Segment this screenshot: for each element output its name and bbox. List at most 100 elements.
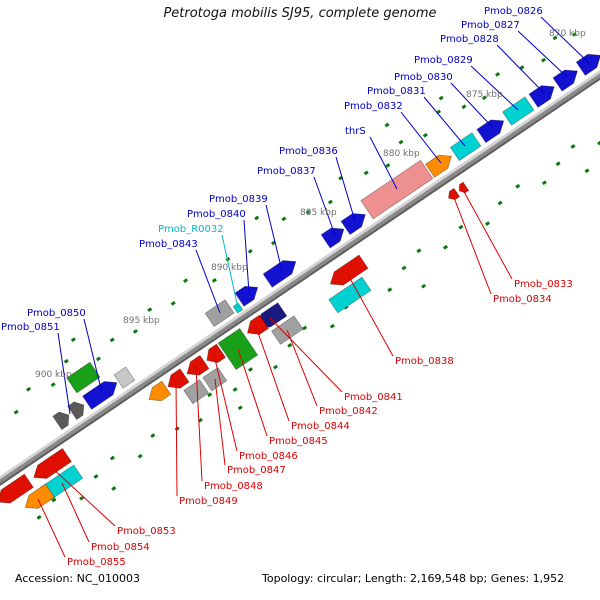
scale-label: 895 kbp [123, 316, 160, 326]
gene-arrow[interactable] [21, 483, 55, 514]
gene-label[interactable]: Pmob_0842 [319, 406, 378, 417]
gene-label[interactable]: Pmob_0831 [367, 86, 426, 97]
leader-line [286, 329, 318, 407]
scale-label: 870 kbp [549, 29, 586, 39]
gene-label[interactable]: Pmob_0826 [484, 6, 543, 17]
leader-line [57, 332, 71, 415]
gene-arrow[interactable] [0, 473, 34, 509]
gene-label[interactable]: Pmob_0828 [440, 34, 499, 45]
gene-label[interactable]: Pmob_0841 [344, 392, 403, 403]
gene-arrow[interactable] [328, 276, 372, 314]
feature-tick [515, 183, 521, 189]
gene-arrow[interactable] [67, 398, 89, 420]
feature-tick [207, 392, 213, 398]
leader-line [517, 30, 568, 78]
gene-arrow[interactable] [183, 379, 210, 405]
gene-label[interactable]: Pmob_0845 [269, 436, 328, 447]
gene-label[interactable]: Pmob_0854 [91, 542, 150, 553]
gene-arrow[interactable] [502, 96, 535, 126]
leader-line [470, 65, 519, 111]
gene-arrow[interactable] [29, 447, 72, 484]
feature-tick [13, 409, 19, 415]
feature-tick [305, 209, 311, 215]
gene-label[interactable]: Pmob_0838 [395, 356, 454, 367]
gene-arrow[interactable] [575, 49, 600, 76]
gene-label[interactable]: Pmob_0843 [139, 239, 198, 250]
leader-line [37, 498, 66, 558]
feature-tick [111, 486, 117, 491]
gene-arrow[interactable] [202, 343, 227, 367]
gene-label[interactable]: Pmob_0848 [204, 481, 263, 492]
gene-label[interactable]: Pmob_0853 [117, 526, 176, 537]
gene-label[interactable]: Pmob_0850 [27, 308, 86, 319]
gene-arrow[interactable] [326, 254, 369, 291]
gene-label[interactable]: Pmob_0830 [394, 72, 453, 83]
gene-arrow[interactable] [243, 314, 270, 339]
gene-arrow[interactable] [456, 181, 470, 195]
gene-label[interactable]: Pmob_0847 [227, 465, 286, 476]
gene-arrow[interactable] [113, 366, 136, 389]
feature-tick [385, 163, 391, 168]
gene-arrow[interactable] [144, 380, 172, 406]
feature-tick [421, 283, 427, 289]
feature-tick [93, 474, 99, 479]
gene-label[interactable]: Pmob_0829 [414, 55, 473, 66]
leader-line [452, 194, 492, 295]
feature-tick [584, 168, 590, 174]
leader-line [369, 136, 398, 190]
feature-tick [183, 278, 189, 283]
gene-label[interactable]: Pmob_0851 [1, 322, 60, 333]
feature-tick [137, 453, 143, 459]
leader-line [213, 354, 238, 452]
gene-label[interactable]: Pmob_0855 [67, 557, 126, 568]
feature-tick [461, 104, 467, 110]
gene-arrow[interactable] [66, 361, 101, 394]
gene-label[interactable]: Pmob_0827 [461, 20, 520, 31]
gene-label[interactable]: Pmob_0834 [493, 294, 552, 305]
gene-arrow[interactable] [528, 80, 559, 108]
scale-label: 885 kbp [300, 208, 337, 218]
gene-arrow[interactable] [164, 368, 190, 393]
feature-tick [552, 35, 558, 41]
leader-line [49, 465, 116, 527]
gene-label[interactable]: Pmob_R0032 [158, 224, 224, 235]
gene-arrow[interactable] [52, 408, 74, 431]
leader-line [83, 318, 103, 394]
feature-tick [570, 144, 576, 149]
gene-label[interactable]: Pmob_0846 [239, 451, 298, 462]
gene-label[interactable]: Pmob_0833 [514, 279, 573, 290]
gene-label[interactable]: Pmob_0844 [291, 421, 350, 432]
feature-tick [497, 200, 503, 206]
feature-tick [302, 325, 308, 331]
feature-tick [132, 329, 138, 334]
feature-tick [485, 221, 491, 226]
gene-label[interactable]: Pmob_0832 [344, 101, 403, 112]
feature-tick [327, 199, 333, 205]
gene-arrow[interactable] [476, 114, 508, 144]
feature-tick [555, 161, 561, 167]
feature-tick [422, 132, 428, 138]
gene-arrow[interactable] [82, 376, 122, 410]
gene-label[interactable]: Pmob_0849 [179, 496, 238, 507]
gene-arrow[interactable] [552, 64, 582, 92]
genome-backbone-highlight [0, 6, 600, 525]
leader-line [450, 82, 494, 129]
gene-arrow[interactable] [446, 187, 461, 202]
gene-label[interactable]: Pmob_0840 [187, 209, 246, 220]
scale-label: 890 kbp [211, 263, 248, 273]
gene-label[interactable]: Pmob_0839 [209, 194, 268, 205]
gene-arrow[interactable] [183, 354, 210, 380]
gene-arrow[interactable] [449, 132, 482, 162]
gene-arrow[interactable] [340, 208, 370, 236]
scale-label: 875 kbp [466, 90, 503, 100]
gene-arrow[interactable] [217, 327, 259, 371]
gene-arrow[interactable] [320, 222, 348, 249]
gene-arrow[interactable] [360, 159, 434, 220]
gene-label[interactable]: Pmob_0836 [279, 146, 338, 157]
gene-arrow[interactable] [234, 281, 262, 307]
feature-tick [329, 323, 335, 329]
gene-label[interactable]: thrS [345, 126, 366, 137]
gene-label[interactable]: Pmob_0837 [257, 166, 316, 177]
